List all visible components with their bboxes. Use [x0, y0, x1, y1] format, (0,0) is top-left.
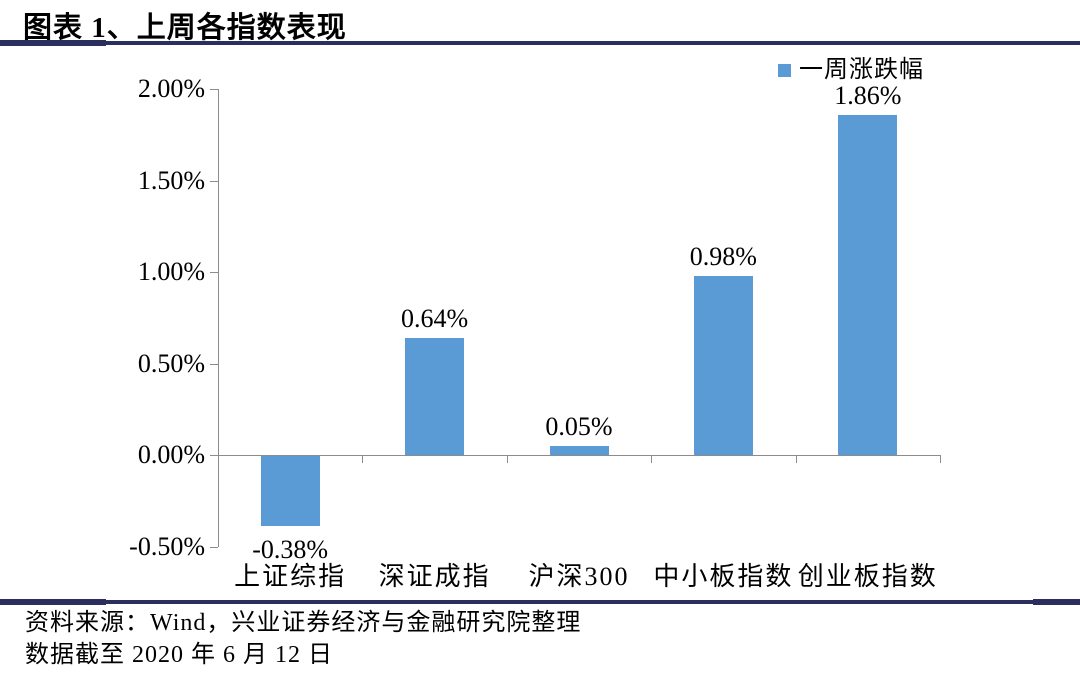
- x-axis-category-label: 沪深300: [528, 562, 630, 591]
- data-cutoff-note: 数据截至 2020 年 6 月 12 日: [25, 642, 333, 668]
- y-axis-tick-label: 0.50%: [137, 348, 205, 378]
- y-axis-tick: [210, 89, 218, 90]
- source-note: 资料来源：Wind，兴业证券经济与金融研究院整理: [25, 610, 582, 636]
- footer-rule-cap-right: [1033, 599, 1080, 605]
- footer-rule: [0, 600, 1080, 604]
- bar-chart: 2.00% 1.50% 1.00% 0.50% 0.00% -0.50% -0.38% 上证综…: [0, 50, 1080, 595]
- title-rule-cap: [0, 40, 106, 46]
- x-axis-tick: [795, 455, 797, 463]
- x-axis-line: [218, 455, 940, 456]
- y-axis-tick: [210, 180, 218, 182]
- x-axis-category-label: 深证成指: [378, 562, 491, 591]
- y-axis-tick-label: -0.50%: [129, 531, 205, 561]
- bar-value-label: 0.05%: [545, 411, 613, 441]
- y-axis-tick-label: 1.50%: [137, 165, 205, 195]
- x-axis-category-label: 中小板指数: [653, 562, 794, 591]
- bar-上证综指: [260, 456, 320, 526]
- legend-swatch-icon: [778, 64, 791, 77]
- bar-创业板指数: [838, 114, 898, 455]
- title-rule: [0, 41, 1080, 45]
- bar-value-label: -0.38%: [252, 534, 329, 564]
- y-axis-tick: [210, 546, 218, 548]
- bar-value-label: 0.64%: [401, 303, 469, 333]
- legend-label: 一周涨跌幅: [799, 57, 924, 83]
- y-axis-tick-label: 0.00%: [137, 440, 205, 469]
- y-axis-tick: [210, 272, 218, 273]
- x-axis-tick: [651, 455, 653, 463]
- x-axis-tick: [218, 455, 219, 463]
- x-axis-tick: [940, 455, 941, 463]
- x-axis-category-label: 上证综指: [234, 562, 347, 591]
- x-axis-tick: [362, 455, 364, 463]
- bar-中小板指数: [693, 275, 753, 455]
- y-axis-tick-label: 2.00%: [137, 74, 205, 103]
- y-axis-line: [218, 89, 219, 547]
- x-axis-tick: [506, 455, 508, 463]
- bar-沪深300: [549, 445, 609, 455]
- y-axis-tick: [210, 455, 218, 456]
- bar-value-label: 1.86%: [834, 80, 902, 110]
- figure-title: 图表 1、上周各指数表现: [23, 12, 347, 44]
- y-axis-tick-label: 1.00%: [137, 257, 205, 286]
- y-axis-tick: [210, 363, 218, 365]
- footer-rule-cap-left: [0, 599, 106, 605]
- x-axis-category-label: 创业板指数: [797, 562, 938, 591]
- bar-value-label: 0.98%: [689, 241, 757, 271]
- bar-深证成指: [405, 337, 465, 455]
